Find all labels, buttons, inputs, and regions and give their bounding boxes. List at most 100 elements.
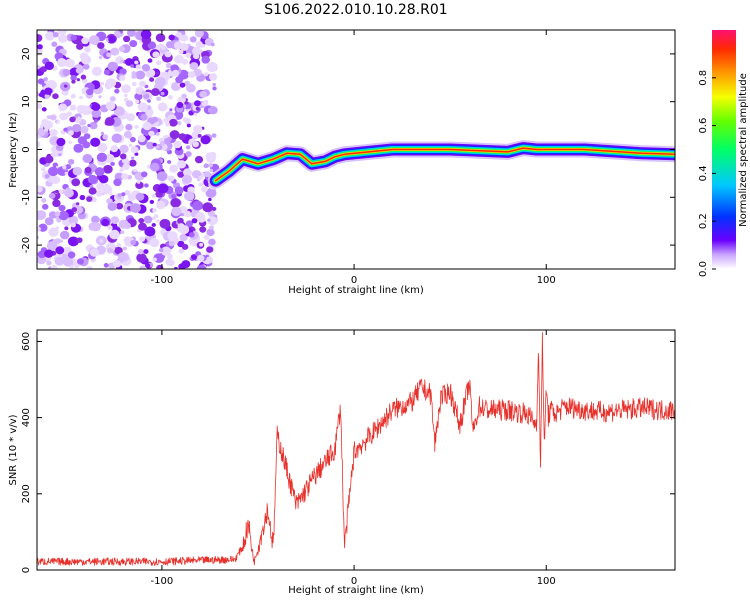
spectrogram-ytick-label: 10 xyxy=(21,95,32,108)
spectrogram-noise-blob xyxy=(128,159,137,167)
spectrogram-noise-blob xyxy=(122,163,130,171)
spectrogram-noise-blob xyxy=(141,63,151,72)
spectrogram-noise-blob xyxy=(185,145,191,150)
spectrogram-noise-blob xyxy=(58,103,67,112)
colorbar-tick-label: 0.0 xyxy=(698,261,709,277)
spectrogram-noise-blob xyxy=(178,133,187,141)
spectrogram-noise-blob xyxy=(113,178,122,187)
spectrogram-noise-blob xyxy=(152,51,160,58)
spectrogram-noise-blob xyxy=(200,135,211,145)
spectrogram-noise-blob xyxy=(69,104,77,111)
spectrogram-noise-blob xyxy=(155,71,160,75)
spectrogram-noise-blob xyxy=(151,222,156,227)
spectrogram-noise-blob xyxy=(160,246,172,256)
spectrogram-xtick-label: -100 xyxy=(151,275,174,286)
spectrogram-noise-blob xyxy=(131,81,137,87)
spectrogram-noise-blob xyxy=(160,91,165,96)
spectrogram-noise-blob xyxy=(49,114,57,121)
spectrogram-noise-blob xyxy=(204,72,209,77)
spectrogram-noise-blob xyxy=(94,167,105,176)
spectrogram-noise-blob xyxy=(68,158,75,165)
spectrogram-noise-blob xyxy=(64,171,69,175)
spectrogram-noise-blob xyxy=(130,203,141,213)
spectrogram-noise-blob xyxy=(149,238,160,248)
spectrogram-noise-blob xyxy=(114,88,120,94)
spectrogram-noise-blob xyxy=(103,69,110,76)
spectrogram-noise-blob xyxy=(137,102,148,112)
spectrogram-noise-blob xyxy=(156,171,168,182)
spectrogram-noise-blob xyxy=(147,58,153,63)
spectrogram-noise-blob xyxy=(126,113,136,122)
spectrogram-noise-blob xyxy=(51,41,58,47)
spectrogram-noise-blob xyxy=(184,101,189,105)
spectrogram-noise-blob xyxy=(98,95,102,99)
spectrogram-noise-blob xyxy=(44,174,50,179)
spectrogram-noise-blob xyxy=(127,193,137,201)
spectrogram-noise-blob xyxy=(119,144,129,154)
spectrogram-noise-blob xyxy=(171,194,177,199)
spectrogram-noise-blob xyxy=(67,236,79,247)
spectrogram-noise-blob xyxy=(177,217,184,224)
spectrogram-noise-blob xyxy=(110,161,115,167)
spectrogram-noise-blob xyxy=(207,218,211,222)
spectrogram-noise-blob xyxy=(68,140,72,144)
spectrogram-noise-blob xyxy=(138,236,146,242)
spectrogram-noise-blob xyxy=(91,66,103,76)
spectrogram-ridge-band xyxy=(214,147,675,182)
spectrogram-noise-blob xyxy=(37,226,41,232)
spectrogram-noise-blob xyxy=(97,42,105,49)
spectrogram-noise-blob xyxy=(46,115,52,120)
spectrogram-noise-blob xyxy=(79,95,83,100)
spectrogram-noise-blob xyxy=(105,78,117,88)
spectrogram-noise-blob xyxy=(56,58,67,68)
spectrogram-noise-blob xyxy=(145,263,151,268)
spectrogram-noise-blob xyxy=(118,46,126,52)
spectrogram-noise-blob xyxy=(180,34,189,42)
spectrogram-noise-blob xyxy=(101,184,113,195)
spectrogram-noise-blob xyxy=(151,116,158,123)
spectrogram-noise-blob xyxy=(107,225,113,230)
spectrogram-noise-blob xyxy=(52,199,61,208)
spectrogram-noise-blob xyxy=(183,210,192,218)
spectrogram-noise-blob xyxy=(212,82,216,87)
spectrogram-noise-blob xyxy=(73,143,84,153)
spectrogram-noise-blob xyxy=(91,215,100,224)
spectrogram-noise-blob xyxy=(56,137,66,147)
spectrogram-noise-blob xyxy=(94,109,101,116)
spectrogram-noise-blob xyxy=(89,184,94,189)
spectrogram-noise-blob xyxy=(91,102,101,111)
spectrogram-noise-blob xyxy=(105,101,116,111)
colorbar-gradient xyxy=(712,30,736,269)
snr-xtick-label: -100 xyxy=(151,576,174,587)
spectrogram-noise-blob xyxy=(169,108,173,112)
spectrogram-noise-blob xyxy=(141,171,148,178)
spectrogram-noise-blob xyxy=(50,264,58,269)
spectrogram-noise-blob xyxy=(48,192,56,199)
spectrogram-noise-blob xyxy=(211,133,217,138)
spectrogram-noise-blob xyxy=(37,210,47,220)
spectrogram-noise-blob xyxy=(44,93,50,99)
spectrogram-noise-blob xyxy=(152,257,157,262)
spectrogram-noise-blob xyxy=(194,30,204,38)
spectrogram-noise-blob xyxy=(69,265,74,269)
spectrogram-noise-blob xyxy=(122,246,128,251)
spectrogram-noise-blob xyxy=(181,58,189,65)
spectrogram-noise-blob xyxy=(185,52,192,58)
spectrogram-noise-blob xyxy=(119,153,127,160)
spectrogram-noise-blob xyxy=(151,193,157,198)
spectrogram-noise-blob xyxy=(119,59,124,63)
spectrogram-noise-blob xyxy=(168,95,173,100)
spectrogram-ytick-label: -10 xyxy=(21,189,32,205)
spectrogram-noise-blob xyxy=(70,222,76,228)
spectrogram-noise-blob xyxy=(76,258,84,265)
spectrogram-noise-blob xyxy=(62,257,74,267)
spectrogram-noise-blob xyxy=(71,79,76,84)
spectrogram-noise-blob xyxy=(95,190,103,197)
spectrogram-noise-blob xyxy=(71,178,81,187)
spectrogram-noise-blob xyxy=(57,30,67,36)
spectrogram-noise-blob xyxy=(194,155,204,164)
spectrogram-noise-blob xyxy=(44,127,49,132)
spectrogram-noise-blob xyxy=(76,104,86,114)
spectrogram-noise-blob xyxy=(146,141,155,150)
spectrogram-noise-blob xyxy=(159,141,165,146)
